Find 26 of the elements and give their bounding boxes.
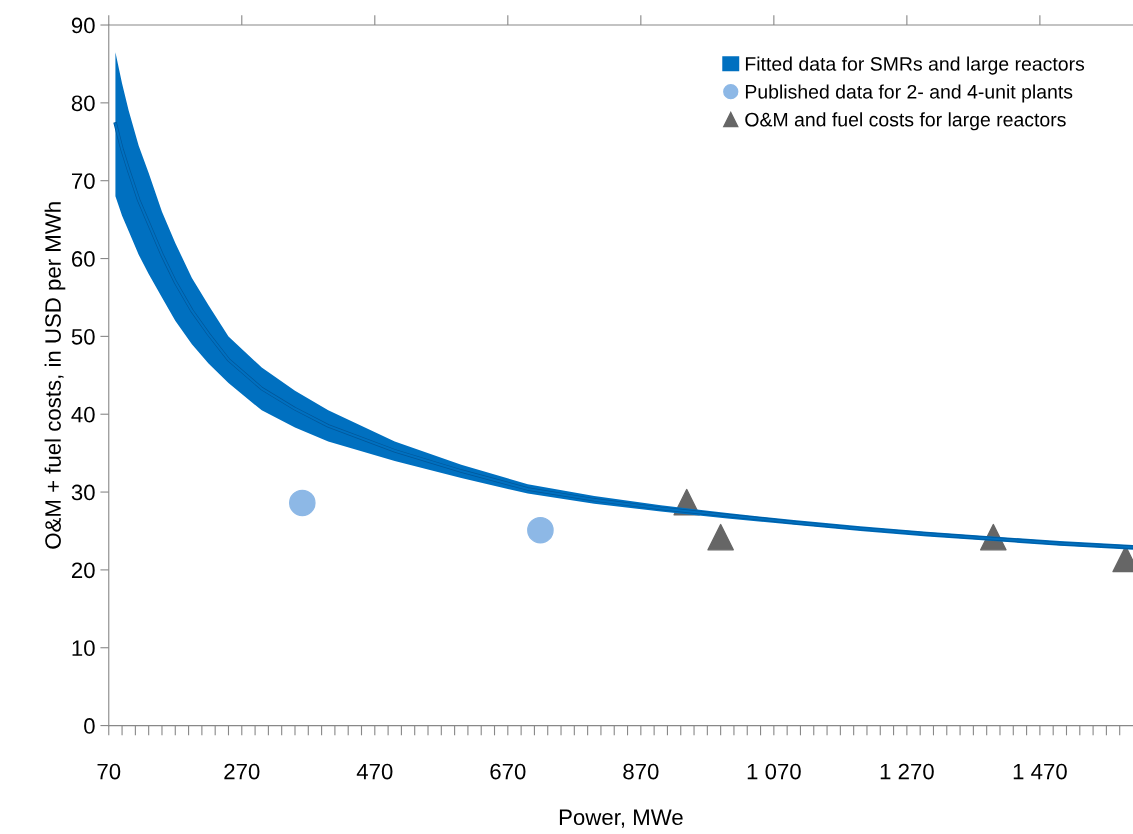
y-tick-label: 20: [71, 562, 95, 579]
y-tick-label: 70: [72, 173, 95, 189]
x-tick-label: 270: [224, 763, 260, 780]
legend-label: O&M and fuel costs for large reactors: [745, 112, 1066, 131]
legend-label: Fitted data for SMRs and large reactors: [745, 56, 1085, 75]
point: [707, 523, 734, 551]
x-tick-label: 470: [356, 763, 393, 780]
y-tick-label: 80: [71, 95, 95, 112]
y-tick-label: 50: [71, 328, 95, 345]
x-axis-title: Power, MWe: [559, 809, 683, 828]
point: [527, 516, 554, 544]
y-tick-label: 40: [71, 406, 95, 423]
y-tick-label: 90: [71, 17, 95, 34]
x-tick-label: 1 270: [880, 763, 934, 780]
legend-label: Published data for 2- and 4-unit plants: [745, 84, 1073, 103]
point: [288, 489, 316, 517]
x-tick-label: 870: [623, 763, 659, 780]
y-tick-label: 10: [72, 640, 95, 657]
y-axis-title: O&M + fuel costs, in USD per MWh: [44, 202, 66, 549]
x-tick-label: 670: [490, 763, 526, 780]
y-tick-label: 30: [71, 484, 95, 501]
y-tick-label: 0: [84, 718, 95, 734]
x-tick-label: 1 470: [1013, 763, 1067, 780]
x-tick-label: 1 070: [747, 763, 801, 780]
x-tick-label: 70: [97, 763, 121, 780]
y-tick-label: 60: [71, 251, 95, 267]
